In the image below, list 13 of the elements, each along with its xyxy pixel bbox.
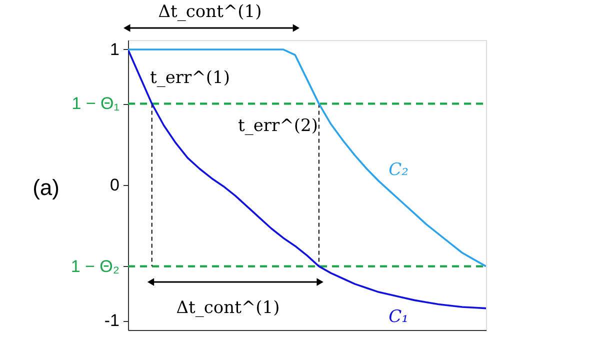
- y-tick-label: 0: [110, 176, 120, 194]
- text: (a): [32, 175, 60, 200]
- text: Δt_cont^(1): [158, 2, 262, 22]
- annotation: Δt_cont^(1): [176, 298, 280, 318]
- y-tick-label: 1: [110, 40, 120, 59]
- y-tick-label: -1: [104, 311, 120, 330]
- line-series: [128, 48, 486, 268]
- series-label: C₂: [388, 160, 409, 180]
- y-tick-label: 1 − Θ₁: [72, 94, 120, 114]
- annotation: t_err^(2): [238, 116, 318, 136]
- series-label: C₁: [388, 306, 408, 327]
- y-tick-label: 1 − Θ₂: [70, 256, 120, 276]
- annotation: t_err^(1): [150, 68, 230, 88]
